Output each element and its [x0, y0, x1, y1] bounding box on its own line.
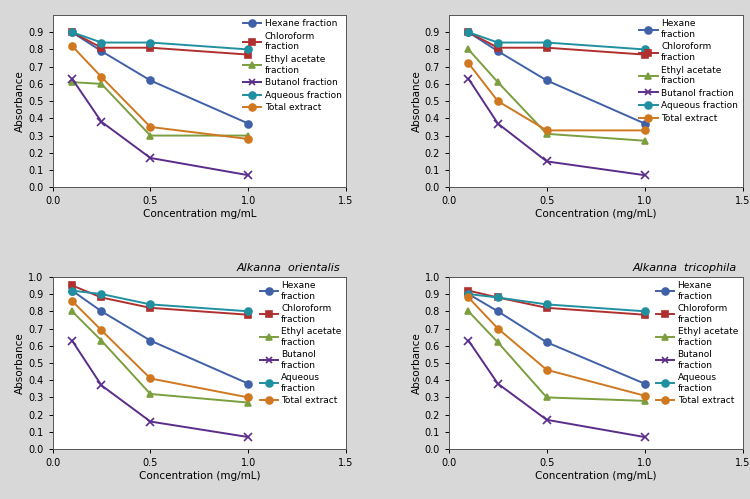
Y-axis label: Absorbance: Absorbance [412, 332, 422, 394]
Legend: Hexane
fraction, Chloroform
fraction, Ethyl acetate
fraction, Butanol
fraction, : Hexane fraction, Chloroform fraction, Et… [260, 281, 341, 405]
Legend: Hexane fraction, Chloroform
fraction, Ethyl acetate
fraction, Butanol fraction, : Hexane fraction, Chloroform fraction, Et… [243, 19, 341, 112]
X-axis label: Concentration mg/mL: Concentration mg/mL [142, 209, 256, 219]
Y-axis label: Absorbance: Absorbance [412, 70, 422, 132]
X-axis label: Concentration (mg/mL): Concentration (mg/mL) [535, 471, 656, 481]
Legend: Hexane
fraction, Chloroform
fraction, Ethyl acetate
fraction, Butanol
fraction, : Hexane fraction, Chloroform fraction, Et… [656, 281, 738, 405]
Y-axis label: Absorbance: Absorbance [15, 70, 26, 132]
Text: Alkanna  orientalis: Alkanna orientalis [236, 263, 340, 273]
X-axis label: Concentration (mg/mL): Concentration (mg/mL) [535, 209, 656, 219]
Y-axis label: Absorbance: Absorbance [15, 332, 26, 394]
Text: Alkanna  tricophila: Alkanna tricophila [632, 263, 736, 273]
X-axis label: Concentration (mg/mL): Concentration (mg/mL) [139, 471, 260, 481]
Legend: Hexane
fraction, Chloroform
fraction, Ethyl acetate
fraction, Butanol fraction, : Hexane fraction, Chloroform fraction, Et… [640, 19, 738, 123]
